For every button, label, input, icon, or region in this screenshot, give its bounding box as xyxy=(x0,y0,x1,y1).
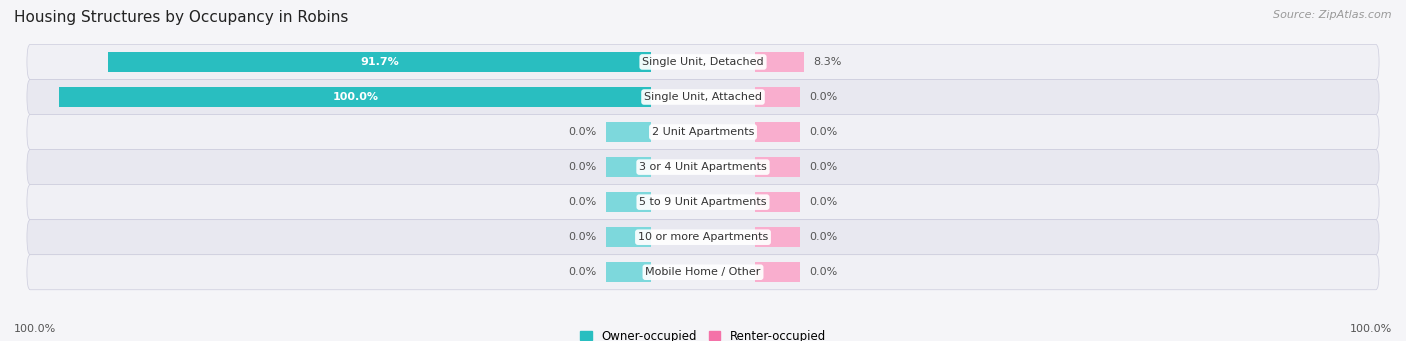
Bar xyxy=(755,87,800,107)
Text: 100.0%: 100.0% xyxy=(332,92,378,102)
Bar xyxy=(606,192,651,212)
FancyBboxPatch shape xyxy=(27,220,1379,255)
Text: 10 or more Apartments: 10 or more Apartments xyxy=(638,232,768,242)
Text: 0.0%: 0.0% xyxy=(568,127,596,137)
Text: 0.0%: 0.0% xyxy=(810,162,838,172)
Text: Single Unit, Attached: Single Unit, Attached xyxy=(644,92,762,102)
Text: 5 to 9 Unit Apartments: 5 to 9 Unit Apartments xyxy=(640,197,766,207)
Text: 0.0%: 0.0% xyxy=(810,127,838,137)
Legend: Owner-occupied, Renter-occupied: Owner-occupied, Renter-occupied xyxy=(579,330,827,341)
Text: 0.0%: 0.0% xyxy=(810,197,838,207)
Bar xyxy=(108,52,651,72)
FancyBboxPatch shape xyxy=(27,255,1379,290)
Text: 0.0%: 0.0% xyxy=(810,267,838,277)
Bar xyxy=(755,227,800,247)
FancyBboxPatch shape xyxy=(27,150,1379,184)
Bar xyxy=(755,52,804,72)
Text: 0.0%: 0.0% xyxy=(568,197,596,207)
Text: 0.0%: 0.0% xyxy=(810,92,838,102)
Bar xyxy=(755,262,800,282)
Bar xyxy=(755,122,800,142)
Bar xyxy=(755,157,800,177)
Text: 8.3%: 8.3% xyxy=(813,57,842,67)
Bar xyxy=(606,122,651,142)
Text: 2 Unit Apartments: 2 Unit Apartments xyxy=(652,127,754,137)
Text: Housing Structures by Occupancy in Robins: Housing Structures by Occupancy in Robin… xyxy=(14,10,349,25)
Text: Mobile Home / Other: Mobile Home / Other xyxy=(645,267,761,277)
Text: 0.0%: 0.0% xyxy=(568,162,596,172)
Text: 100.0%: 100.0% xyxy=(14,324,56,334)
FancyBboxPatch shape xyxy=(27,115,1379,150)
FancyBboxPatch shape xyxy=(27,44,1379,79)
Bar xyxy=(606,227,651,247)
FancyBboxPatch shape xyxy=(27,184,1379,220)
Text: 0.0%: 0.0% xyxy=(568,267,596,277)
Bar xyxy=(59,87,651,107)
Text: 3 or 4 Unit Apartments: 3 or 4 Unit Apartments xyxy=(640,162,766,172)
Text: Single Unit, Detached: Single Unit, Detached xyxy=(643,57,763,67)
Text: 100.0%: 100.0% xyxy=(1350,324,1392,334)
Bar xyxy=(606,157,651,177)
Text: Source: ZipAtlas.com: Source: ZipAtlas.com xyxy=(1274,10,1392,20)
Text: 91.7%: 91.7% xyxy=(360,57,399,67)
Text: 0.0%: 0.0% xyxy=(568,232,596,242)
FancyBboxPatch shape xyxy=(27,79,1379,115)
Bar xyxy=(755,192,800,212)
Text: 0.0%: 0.0% xyxy=(810,232,838,242)
Bar xyxy=(606,262,651,282)
